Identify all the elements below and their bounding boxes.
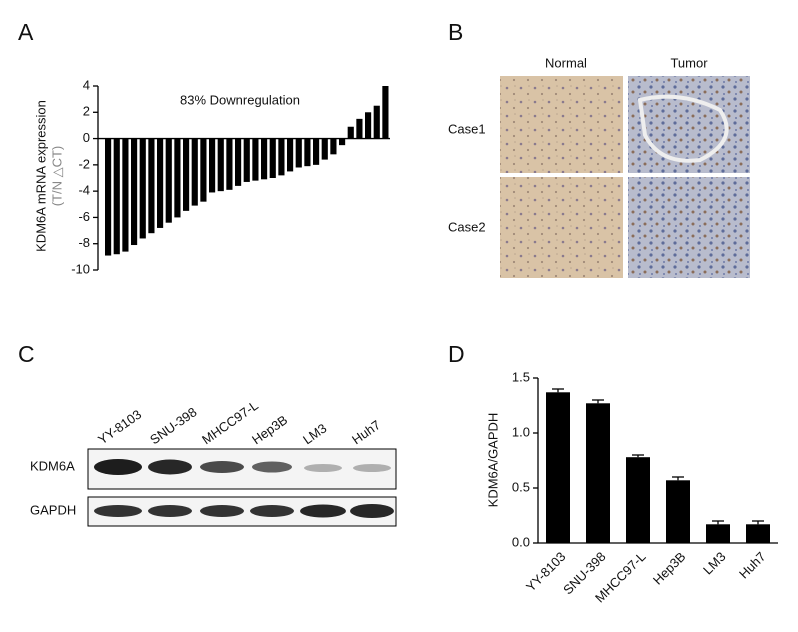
blot-row: KDM6A xyxy=(30,458,75,473)
y-tick-label: 4 xyxy=(83,77,90,92)
bar xyxy=(131,138,138,246)
bar xyxy=(666,480,690,543)
band xyxy=(250,505,294,517)
y-tick-label: 0.5 xyxy=(512,479,530,494)
y-tick-label: 0 xyxy=(83,130,90,145)
bar xyxy=(295,138,302,168)
bar xyxy=(113,138,120,255)
bar xyxy=(382,86,389,139)
ihc-image xyxy=(500,76,623,173)
panel-label: C xyxy=(18,341,35,367)
ihc-image xyxy=(500,177,623,278)
blot-lane: SNU-398 xyxy=(147,404,199,447)
bar xyxy=(200,138,207,202)
ihc-row: Case2 xyxy=(448,219,486,234)
error-bar xyxy=(672,476,684,481)
band xyxy=(94,505,142,517)
bar xyxy=(235,138,242,186)
ihc-row: Case1 xyxy=(448,121,486,136)
ihc-image xyxy=(628,177,750,278)
band xyxy=(304,464,342,472)
bar xyxy=(174,138,181,218)
bar xyxy=(252,138,259,181)
bar xyxy=(304,138,311,167)
band xyxy=(300,504,346,518)
y-tick-label: 1.5 xyxy=(512,369,530,384)
band xyxy=(252,461,292,473)
ihc-column: Normal xyxy=(545,55,587,70)
y-tick-label: -4 xyxy=(78,183,90,198)
ihc-structure xyxy=(637,94,729,163)
y-tick-label: 2 xyxy=(83,104,90,119)
panel-label: B xyxy=(448,19,463,45)
y-tick-label: 0.0 xyxy=(512,534,530,549)
y-axis-title: KDM6A/GAPDH xyxy=(485,413,500,508)
bar xyxy=(209,138,216,193)
error-bar xyxy=(552,388,564,393)
bar xyxy=(373,105,380,139)
bar xyxy=(243,138,250,182)
bar xyxy=(157,138,164,228)
bar xyxy=(626,457,650,543)
x-tick-label: LM3 xyxy=(700,549,728,577)
bar xyxy=(269,138,276,178)
band xyxy=(350,504,394,518)
ihc-image xyxy=(628,76,750,173)
bar xyxy=(122,138,129,252)
bar xyxy=(139,138,146,239)
panel-label: A xyxy=(18,19,34,45)
bar xyxy=(313,138,320,165)
y-tick-label: -2 xyxy=(78,156,90,171)
bar xyxy=(339,138,346,146)
error-bar xyxy=(632,454,644,458)
blot-lane: YY-8103 xyxy=(95,407,144,448)
y-axis-title: KDM6A mRNA expression xyxy=(33,100,48,252)
bar xyxy=(356,118,363,139)
bar xyxy=(586,403,610,543)
bar xyxy=(321,138,328,160)
blot-lane: Hep3B xyxy=(249,412,290,447)
blot-lane: LM3 xyxy=(300,420,329,447)
bar xyxy=(746,524,770,543)
annotation: 83% Downregulation xyxy=(180,92,300,107)
y-tick-label: -8 xyxy=(78,235,90,250)
bar xyxy=(365,112,372,139)
bar xyxy=(183,138,190,211)
bar xyxy=(226,138,233,190)
bar xyxy=(217,138,224,192)
bar xyxy=(330,138,337,155)
bar xyxy=(287,138,294,172)
y-tick-label: -6 xyxy=(78,209,90,224)
blot-row: GAPDH xyxy=(30,502,76,517)
bar xyxy=(148,138,155,234)
bar xyxy=(165,138,172,223)
bar xyxy=(706,524,730,543)
bar xyxy=(546,392,570,543)
error-bar xyxy=(752,520,764,525)
x-tick-label: Huh7 xyxy=(736,549,769,582)
y-tick-label: 1.0 xyxy=(512,424,530,439)
panel-label: D xyxy=(448,341,465,367)
band xyxy=(200,505,244,517)
bar xyxy=(347,126,354,139)
error-bar xyxy=(592,399,604,404)
band xyxy=(148,505,192,517)
y-axis-subtitle: (T/N △CT) xyxy=(49,146,64,207)
band xyxy=(94,459,142,475)
bar xyxy=(105,138,112,256)
bar xyxy=(261,138,268,180)
error-bar xyxy=(712,520,724,525)
ihc-column: Tumor xyxy=(670,55,708,70)
bar xyxy=(191,138,198,206)
band xyxy=(353,464,391,472)
band xyxy=(200,461,244,473)
x-tick-label: Hep3B xyxy=(650,549,689,588)
bar xyxy=(278,138,285,176)
bands xyxy=(94,459,394,518)
band xyxy=(148,459,192,475)
blot-lane: Huh7 xyxy=(349,417,383,447)
y-tick-label: -10 xyxy=(71,261,90,276)
